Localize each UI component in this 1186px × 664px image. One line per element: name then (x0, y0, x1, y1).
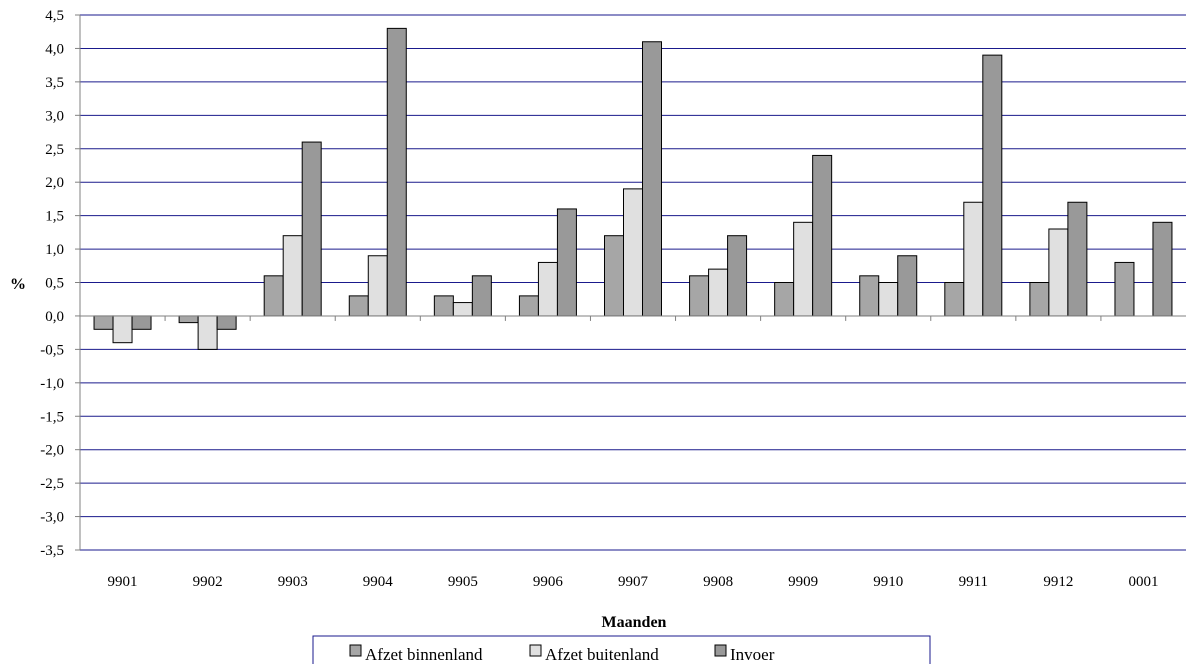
bar (727, 235, 748, 317)
bar (1048, 228, 1069, 317)
bar (1114, 261, 1135, 317)
bar (982, 54, 1003, 317)
y-tick-label: -1,5 (40, 409, 64, 425)
bar (471, 275, 492, 317)
x-tick-label: 9902 (193, 574, 223, 590)
bar (1067, 201, 1088, 317)
gridlines (80, 14, 1186, 551)
x-tick-label: 0001 (1128, 574, 1158, 590)
legend-swatch (714, 644, 727, 657)
y-tick-label: 3,0 (45, 108, 64, 124)
bar (944, 282, 965, 317)
bar (282, 235, 303, 317)
x-tick-label: 9910 (873, 574, 903, 590)
bar (537, 261, 558, 317)
y-tick-label: 4,5 (45, 8, 64, 24)
bar (689, 275, 710, 317)
legend: Afzet binnenland Afzet buitenland Invoer (312, 635, 931, 664)
y-tick-label: 2,0 (45, 175, 64, 191)
y-tick-label: -1,0 (40, 376, 64, 392)
bar (178, 315, 199, 324)
bar (93, 315, 114, 330)
bar (386, 27, 407, 317)
bar (367, 255, 388, 317)
x-tick-label: 9907 (618, 574, 649, 590)
bar (348, 295, 369, 317)
x-axis-title: Maanden (602, 614, 667, 631)
bar (604, 235, 624, 317)
bar (301, 141, 322, 317)
bar (708, 268, 729, 317)
legend-label: Afzet buitenland (545, 645, 659, 664)
bar (793, 221, 814, 317)
bar (518, 295, 539, 317)
bar (623, 188, 643, 317)
y-axis-title: % (10, 276, 26, 293)
x-tick-label: 9906 (533, 574, 564, 590)
bar (197, 315, 218, 350)
bar (131, 315, 152, 330)
legend-label: Afzet binnenland (365, 645, 483, 664)
bar (878, 282, 899, 317)
y-tick-label: -3,0 (40, 510, 64, 526)
bar (642, 41, 662, 317)
x-tick-label: 9903 (278, 574, 308, 590)
x-tick-label: 9905 (448, 574, 478, 590)
bar (112, 315, 133, 344)
y-tick-label: -2,0 (40, 443, 64, 459)
y-tick-label: 1,5 (45, 209, 64, 225)
y-tick-label: 0,0 (45, 309, 64, 325)
bar (963, 201, 984, 317)
bar (897, 255, 918, 317)
y-tick-label: 2,5 (45, 142, 64, 158)
bar (263, 275, 284, 317)
bar (859, 275, 880, 317)
y-tick-label: 3,5 (45, 75, 64, 91)
x-axis-ticks: 9901 9902 9903 9904 9905 9906 9907 9908 9909 9910… (108, 315, 1158, 590)
y-tick-label: 4,0 (45, 41, 64, 57)
bars (93, 27, 1173, 350)
x-tick-label: 9912 (1043, 574, 1073, 590)
bar (556, 208, 577, 317)
y-axis-ticks: 4,5 4,0 3,5 3,0 2,5 2,0 1,5 1,0 0,5 0,0 -0,5 -1,0 -1… (40, 8, 80, 559)
x-tick-label: 9909 (788, 574, 818, 590)
bar (1029, 282, 1050, 317)
x-tick-label: 9911 (959, 574, 988, 590)
legend-frame (312, 635, 931, 664)
bar (812, 154, 833, 317)
bar (216, 315, 237, 330)
bar (1152, 221, 1173, 317)
x-tick-label: 9901 (108, 574, 138, 590)
y-tick-label: -3,5 (40, 543, 64, 559)
legend-label: Invoer (730, 645, 775, 664)
x-tick-label: 9904 (363, 574, 394, 590)
y-tick-label: -0,5 (40, 342, 64, 358)
bar (452, 302, 473, 317)
y-tick-label: 1,0 (45, 242, 64, 258)
x-tick-label: 9908 (703, 574, 733, 590)
y-tick-label: 0,5 (45, 276, 64, 292)
bar (433, 295, 454, 317)
y-tick-label: -2,5 (40, 476, 64, 492)
legend-swatch (349, 644, 362, 657)
legend-swatch (529, 644, 542, 657)
bar (774, 282, 795, 317)
